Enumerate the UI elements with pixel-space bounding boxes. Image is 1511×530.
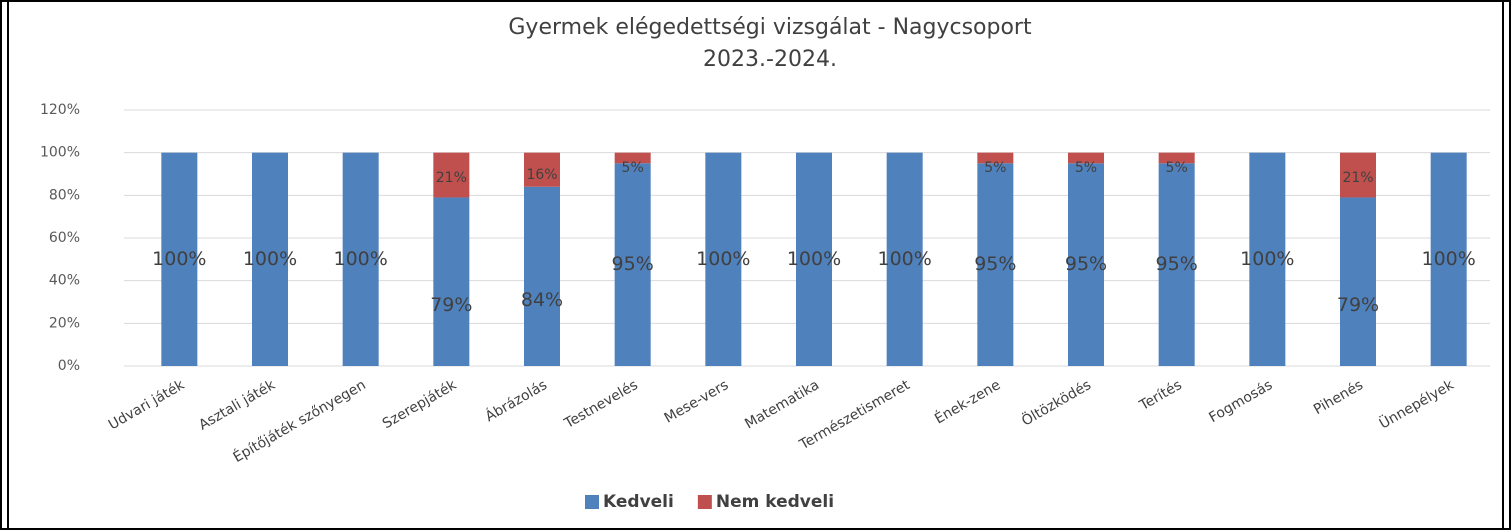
data-label: 5% [984, 160, 1006, 176]
bar-segment [1340, 197, 1376, 366]
y-tick-label: 40% [49, 273, 80, 289]
data-label: 21% [436, 170, 467, 186]
bar-segment [433, 197, 470, 366]
y-tick-label: 0% [58, 358, 80, 374]
data-label: 5% [622, 160, 644, 176]
y-tick-label: 60% [49, 230, 80, 246]
legend-swatch [697, 495, 712, 509]
data-label: 21% [1342, 170, 1373, 186]
data-label: 100% [787, 248, 841, 270]
bar-segment [796, 152, 832, 366]
bar-segment [1430, 152, 1467, 366]
bar-segment [977, 152, 1014, 164]
data-label: 100% [1422, 248, 1476, 270]
data-label: 100% [696, 248, 750, 270]
legend-label: Nem kedveli [716, 492, 834, 512]
data-label: 79% [1337, 294, 1379, 316]
bar-segment [1158, 163, 1195, 366]
data-label: 100% [878, 248, 932, 270]
legend-swatch [585, 495, 599, 509]
data-label: 95% [1156, 253, 1198, 275]
bar-segment [977, 163, 1014, 366]
data-label: 95% [1065, 253, 1107, 275]
bar-segment [524, 152, 560, 187]
data-label: 79% [430, 294, 472, 316]
bar-segment [524, 186, 560, 366]
bar-segment [614, 152, 651, 164]
bar-segment [1068, 163, 1104, 366]
data-label: 84% [521, 289, 563, 311]
data-label: 5% [1166, 160, 1188, 176]
bar-segment [161, 152, 198, 366]
data-label: 95% [974, 253, 1016, 275]
data-label: 100% [1240, 248, 1294, 270]
chart-subtitle: 2023.-2024. [703, 47, 837, 72]
bar-segment [1068, 152, 1104, 164]
bar-segment [433, 152, 470, 198]
y-tick-label: 120% [40, 102, 80, 118]
data-label: 5% [1075, 160, 1097, 176]
y-tick-label: 100% [40, 145, 80, 161]
bar-segment [705, 152, 742, 366]
y-tick-label: 20% [49, 315, 80, 331]
data-label: 100% [334, 248, 388, 270]
bar-segment [1249, 152, 1286, 366]
data-label: 95% [612, 253, 654, 275]
legend-label: Kedveli [603, 492, 674, 512]
chart-title: Gyermek elégedettségi vizsgálat - Nagycs… [508, 15, 1032, 40]
bar-segment [252, 152, 288, 366]
bar-segment [342, 152, 379, 366]
data-label: 100% [243, 248, 297, 270]
bar-segment [886, 152, 923, 366]
bar-segment [1158, 152, 1195, 164]
y-tick-label: 80% [49, 187, 80, 203]
data-label: 100% [152, 248, 206, 270]
bar-segment [614, 163, 651, 366]
data-label: 16% [526, 167, 557, 183]
bar-segment [1340, 152, 1376, 198]
